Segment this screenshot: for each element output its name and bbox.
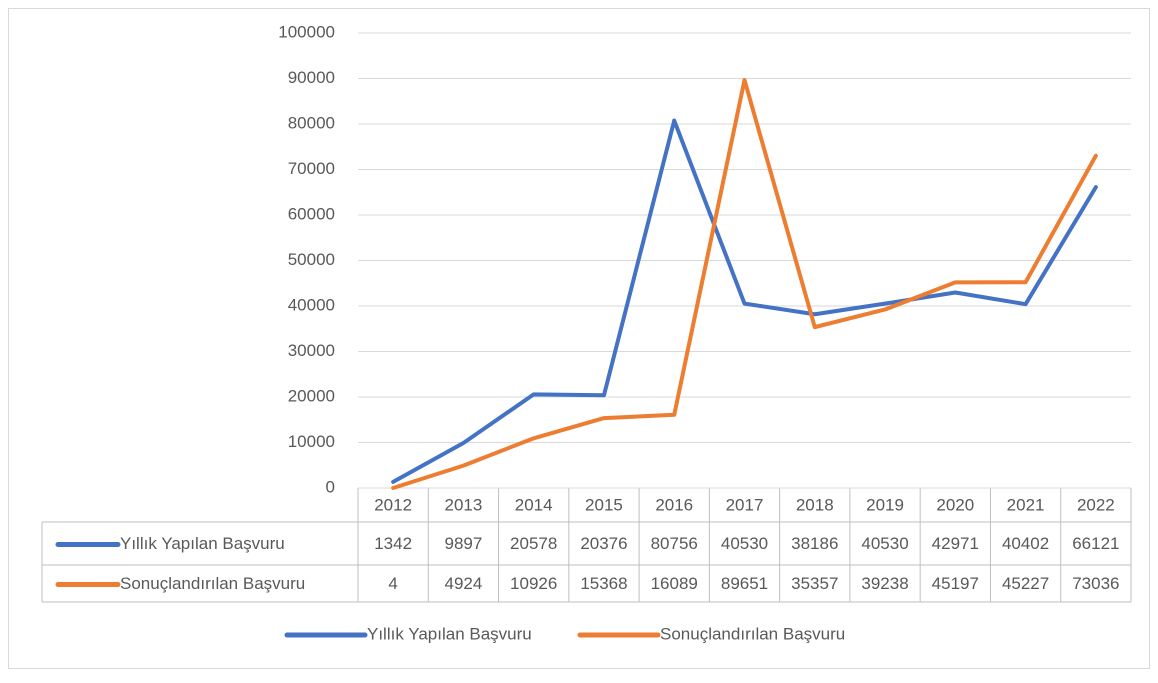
y-tick-label: 10000 <box>288 432 335 451</box>
table-series-name: Yıllık Yapılan Başvuru <box>120 534 285 553</box>
table-value: 10926 <box>510 574 557 593</box>
x-tick-label: 2019 <box>866 495 904 514</box>
table-value: 40402 <box>1002 534 1049 553</box>
table-value: 89651 <box>721 574 768 593</box>
table-value: 40530 <box>721 534 768 553</box>
table-value: 38186 <box>791 534 838 553</box>
x-tick-label: 2012 <box>374 495 412 514</box>
y-tick-label: 40000 <box>288 295 335 314</box>
x-tick-label: 2021 <box>1007 495 1045 514</box>
table-value: 45227 <box>1002 574 1049 593</box>
y-tick-label: 70000 <box>288 159 335 178</box>
table-value: 66121 <box>1072 534 1119 553</box>
table-value: 9897 <box>444 534 482 553</box>
x-tick-label: 2018 <box>796 495 834 514</box>
table-value: 1342 <box>374 534 412 553</box>
y-tick-label: 20000 <box>288 386 335 405</box>
x-tick-label: 2015 <box>585 495 623 514</box>
x-tick-label: 2017 <box>726 495 764 514</box>
x-tick-label: 2022 <box>1077 495 1115 514</box>
table-value: 35357 <box>791 574 838 593</box>
x-tick-label: 2020 <box>936 495 974 514</box>
chart-border <box>8 8 1150 669</box>
table-value: 20578 <box>510 534 557 553</box>
table-value: 40530 <box>861 534 908 553</box>
y-tick-label: 30000 <box>288 341 335 360</box>
series-line <box>391 78 1098 490</box>
legend-label: Yıllık Yapılan Başvuru <box>367 624 532 643</box>
y-tick-label: 100000 <box>278 22 335 41</box>
x-tick-label: 2016 <box>655 495 693 514</box>
table-value: 4924 <box>444 574 482 593</box>
table-value: 80756 <box>651 534 698 553</box>
y-tick-label: 80000 <box>288 113 335 132</box>
table-value: 39238 <box>861 574 908 593</box>
x-tick-label: 2014 <box>515 495 553 514</box>
table-series-name: Sonuçlandırılan Başvuru <box>120 574 305 593</box>
table-value: 16089 <box>651 574 698 593</box>
table-value: 15368 <box>580 574 627 593</box>
table-value: 73036 <box>1072 574 1119 593</box>
y-tick-label: 60000 <box>288 204 335 223</box>
x-tick-label: 2013 <box>444 495 482 514</box>
legend-label: Sonuçlandırılan Başvuru <box>660 624 845 643</box>
table-value: 20376 <box>580 534 627 553</box>
table-value: 42971 <box>932 534 979 553</box>
y-tick-label: 50000 <box>288 250 335 269</box>
table-value: 4 <box>388 574 397 593</box>
y-tick-label: 0 <box>326 477 335 496</box>
table-value: 45197 <box>932 574 979 593</box>
y-tick-label: 90000 <box>288 68 335 87</box>
series-line <box>391 118 1098 484</box>
